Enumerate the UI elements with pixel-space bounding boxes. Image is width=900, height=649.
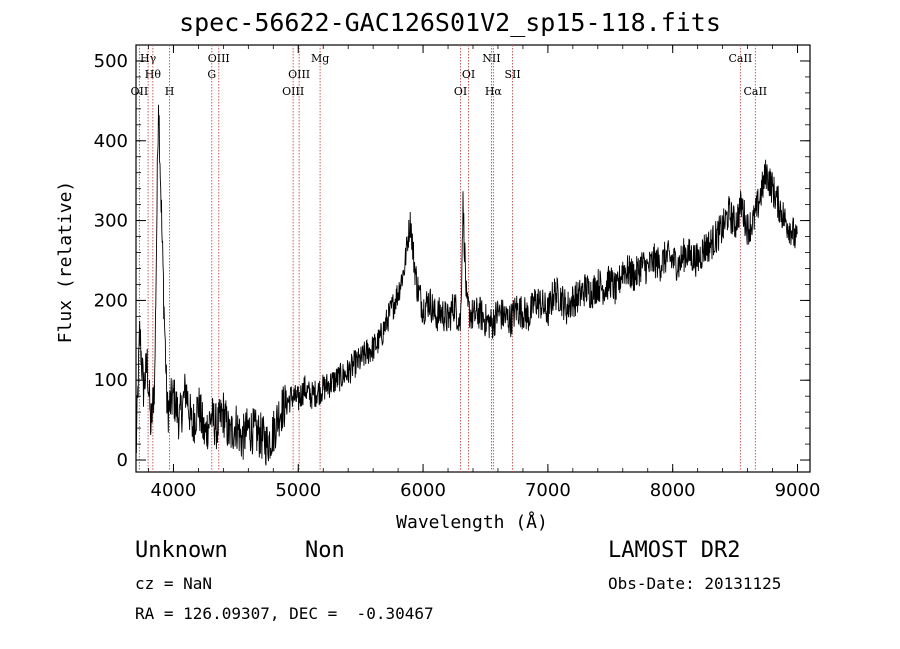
x-tick-label: 7000	[525, 480, 571, 501]
y-tick-label: 300	[94, 211, 128, 232]
y-axis-label: Flux (relative)	[55, 181, 76, 344]
line-marker-label: Hθ	[145, 68, 162, 81]
obs-date: Obs-Date: 20131125	[608, 574, 782, 593]
line-marker-label: NII	[482, 52, 500, 65]
line-marker-label: CaII	[743, 85, 767, 98]
x-tick-label: 9000	[775, 480, 821, 501]
y-tick-label: 0	[117, 450, 128, 471]
line-markers: OIIHγHθHOIIIGOIIIOIIIMgOIOINIIHαSIICaIIC…	[131, 45, 767, 472]
line-marker-label: OIII	[282, 85, 304, 98]
line-marker-label: CaII	[729, 52, 753, 65]
chart-title: spec-56622-GAC126S01V2_sp15-118.fits	[179, 8, 721, 37]
x-tick-label: 5000	[275, 480, 321, 501]
spectrum-line	[135, 104, 798, 466]
x-tick-label: 4000	[151, 480, 197, 501]
line-marker-label: SII	[504, 68, 520, 81]
axis-ticks: 4000 5000 6000 7000 8000 9000 0 100 200 300 400 500	[94, 45, 821, 501]
line-marker-label: OII	[131, 85, 149, 98]
line-marker-label: H	[165, 85, 175, 98]
line-marker-label: OI	[454, 85, 467, 98]
line-marker-label: Hα	[485, 85, 503, 98]
x-tick-label: 6000	[400, 480, 446, 501]
x-tick-label: 8000	[650, 480, 696, 501]
y-tick-label: 500	[94, 51, 128, 72]
y-tick-label: 200	[94, 290, 128, 311]
line-marker-label: OIII	[208, 52, 230, 65]
line-marker-label: Mg	[311, 52, 329, 65]
x-axis-label: Wavelength (Å)	[396, 511, 548, 533]
line-marker-label: Hγ	[140, 52, 157, 65]
y-tick-label: 100	[94, 370, 128, 391]
line-marker-label: OIII	[288, 68, 310, 81]
line-marker-label: OI	[462, 68, 475, 81]
line-marker-label: G	[207, 68, 216, 81]
object-class: Unknown	[135, 538, 228, 563]
ra-dec: RA = 126.09307, DEC = -0.30467	[135, 604, 434, 623]
object-subclass: Non	[305, 538, 345, 563]
y-tick-label: 400	[94, 131, 128, 152]
redshift-cz: cz = NaN	[135, 574, 213, 593]
spectrum-series	[135, 104, 798, 466]
survey-name: LAMOST DR2	[608, 538, 741, 563]
